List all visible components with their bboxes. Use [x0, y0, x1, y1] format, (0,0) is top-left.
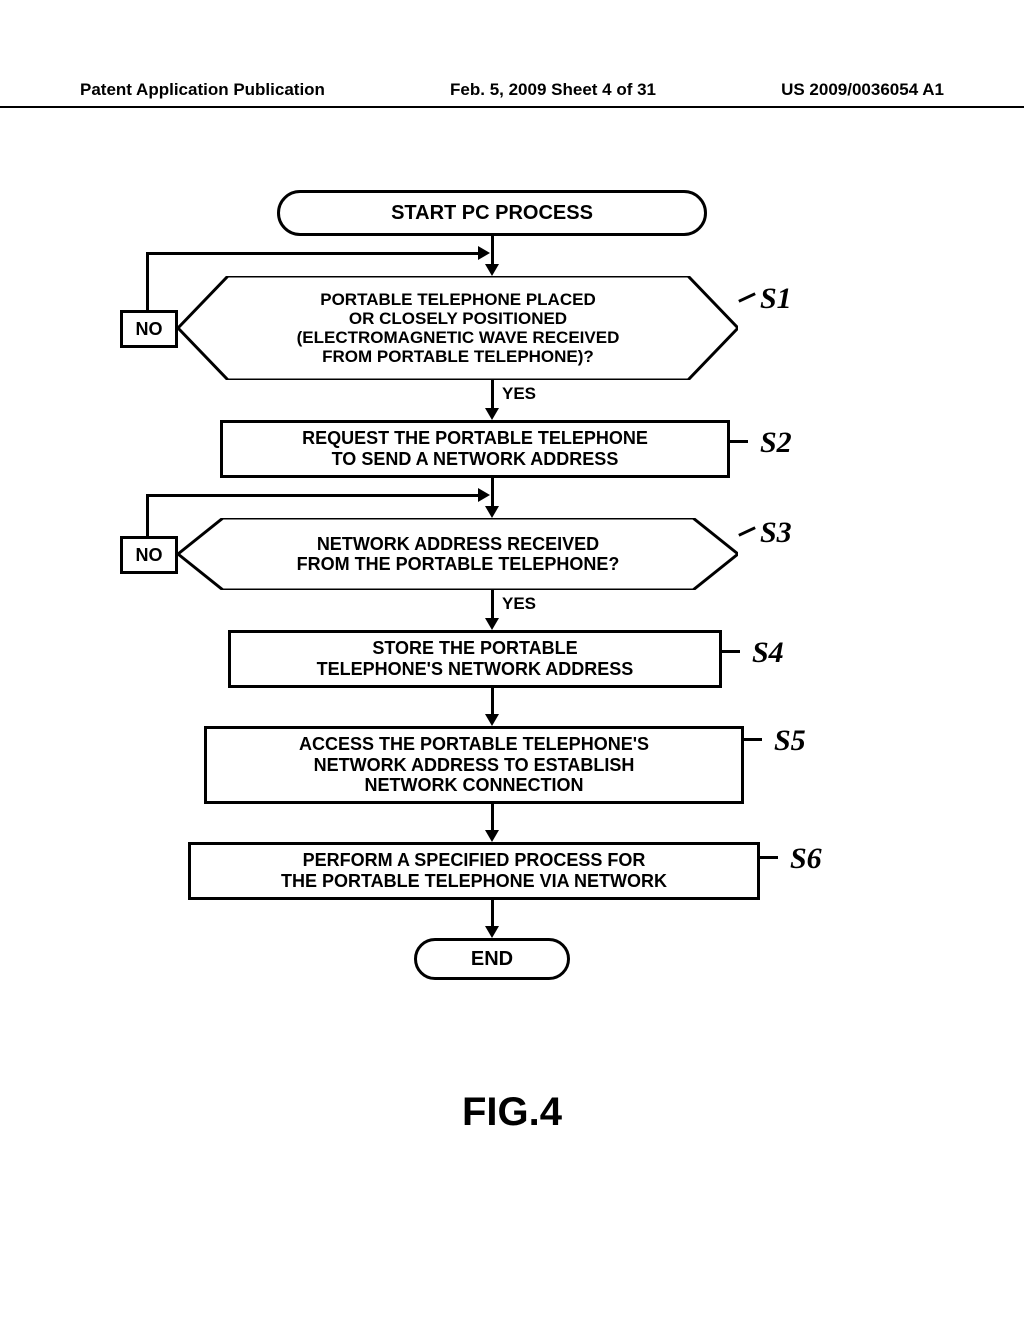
step-label-s4: S4 [752, 636, 784, 670]
s4-text: STORE THE PORTABLE TELEPHONE'S NETWORK A… [317, 638, 634, 679]
step-label-s6: S6 [790, 842, 822, 876]
yes-label-s3: YES [502, 594, 536, 614]
no-loop-s3-horz [146, 494, 480, 497]
tick-s2 [730, 440, 748, 443]
arrow-s2-s3 [491, 478, 494, 508]
decision-s1: PORTABLE TELEPHONE PLACED OR CLOSELY POS… [178, 276, 738, 380]
no-loop-s1-horz [146, 252, 480, 255]
arrowhead-s5-s6 [485, 830, 499, 842]
yes-label-s1: YES [502, 384, 536, 404]
terminator-end: END [414, 938, 570, 980]
start-text: START PC PROCESS [391, 202, 593, 225]
terminator-start: START PC PROCESS [277, 190, 707, 236]
no-loop-s1-vert [146, 254, 149, 311]
arrow-s6-end [491, 900, 494, 928]
step-label-s1: S1 [760, 282, 792, 316]
tick-s5 [744, 738, 762, 741]
tick-s4 [722, 650, 740, 653]
header-left: Patent Application Publication [80, 80, 325, 100]
tick-s1 [738, 292, 756, 302]
arrowhead-s3-s4 [485, 618, 499, 630]
no-loop-s1-head [478, 246, 490, 260]
header-center: Feb. 5, 2009 Sheet 4 of 31 [450, 80, 656, 100]
s6-text: PERFORM A SPECIFIED PROCESS FOR THE PORT… [281, 850, 667, 891]
tick-s3 [738, 526, 756, 536]
decision-s3: NETWORK ADDRESS RECEIVED FROM THE PORTAB… [178, 518, 738, 590]
arrow-s3-s4 [491, 590, 494, 620]
arrow-s5-s6 [491, 804, 494, 832]
s3-text: NETWORK ADDRESS RECEIVED FROM THE PORTAB… [297, 534, 620, 574]
arrow-s4-s5 [491, 688, 494, 716]
process-s4: STORE THE PORTABLE TELEPHONE'S NETWORK A… [228, 630, 722, 688]
arrowhead-s6-end [485, 926, 499, 938]
no-box-s3: NO [120, 536, 178, 574]
no-loop-s3-head [478, 488, 490, 502]
s5-text: ACCESS THE PORTABLE TELEPHONE'S NETWORK … [299, 734, 649, 796]
process-s5: ACCESS THE PORTABLE TELEPHONE'S NETWORK … [204, 726, 744, 804]
no-loop-s3-vert [146, 496, 149, 537]
page-header: Patent Application Publication Feb. 5, 2… [0, 80, 1024, 108]
step-label-s2: S2 [760, 426, 792, 460]
arrowhead-s1-s2 [485, 408, 499, 420]
arrowhead-s4-s5 [485, 714, 499, 726]
header-right: US 2009/0036054 A1 [781, 80, 944, 100]
arrow-start-s1 [491, 236, 494, 266]
process-s6: PERFORM A SPECIFIED PROCESS FOR THE PORT… [188, 842, 760, 900]
arrowhead-start-s1 [485, 264, 499, 276]
no-box-s1: NO [120, 310, 178, 348]
step-label-s3: S3 [760, 516, 792, 550]
s2-text: REQUEST THE PORTABLE TELEPHONE TO SEND A… [302, 428, 648, 469]
end-text: END [471, 948, 513, 971]
process-s2: REQUEST THE PORTABLE TELEPHONE TO SEND A… [220, 420, 730, 478]
arrow-s1-s2 [491, 380, 494, 410]
no-label-s3: NO [136, 545, 163, 566]
arrowhead-s2-s3 [485, 506, 499, 518]
s1-text: PORTABLE TELEPHONE PLACED OR CLOSELY POS… [297, 290, 620, 366]
tick-s6 [760, 856, 778, 859]
step-label-s5: S5 [774, 724, 806, 758]
figure-caption: FIG.4 [0, 1090, 1024, 1135]
no-label-s1: NO [136, 319, 163, 340]
